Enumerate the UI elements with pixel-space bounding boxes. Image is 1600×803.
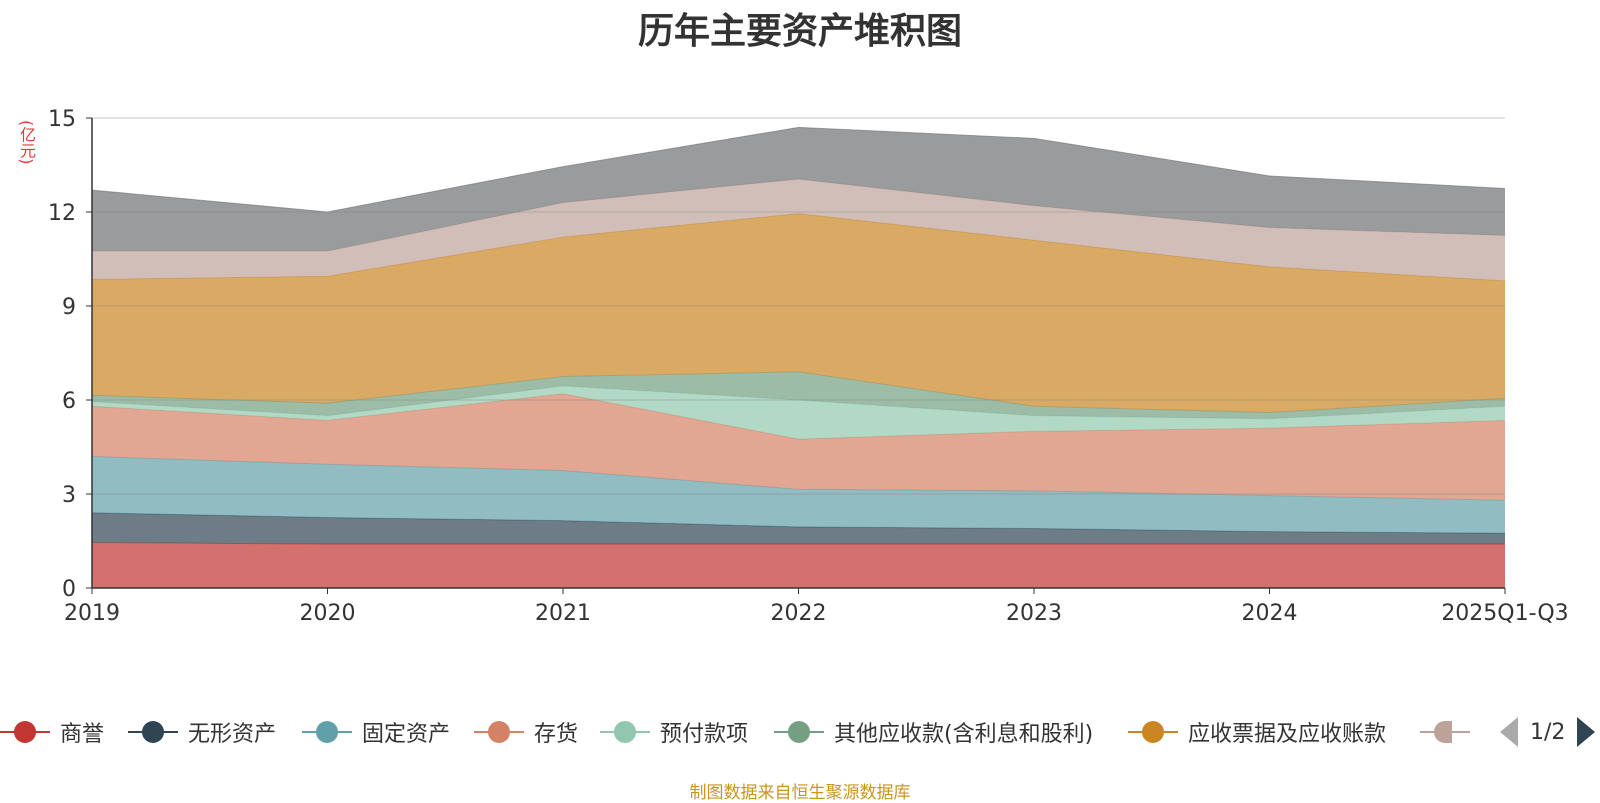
legend-marker-icon: [774, 714, 824, 750]
legend-label: 固定资产: [362, 722, 451, 747]
legend-marker-icon: [1128, 714, 1178, 750]
x-tick-label: 2020: [300, 601, 356, 626]
y-tick-label: 6: [62, 389, 76, 414]
legend-label: 其他应收款(含利息和股利): [834, 722, 1094, 747]
legend-item[interactable]: 商誉: [0, 714, 104, 750]
legend-marker-icon: [600, 714, 650, 750]
legend-item[interactable]: 应收票据及应收账款: [1128, 714, 1386, 750]
legend-marker-icon: [128, 714, 178, 750]
legend-label: 存货: [534, 722, 579, 747]
area-series-2: [92, 456, 1505, 534]
chart-title: 历年主要资产堆积图: [637, 11, 962, 52]
legend-prev-arrow-icon[interactable]: [1500, 717, 1518, 747]
legend-item[interactable]: 固定资产: [302, 714, 450, 750]
legend-label: 应收票据及应收账款: [1188, 722, 1387, 747]
legend-item[interactable]: 其他应收款(含利息和股利): [774, 714, 1093, 750]
legend-item[interactable]: [1420, 714, 1470, 750]
area-series-7: [92, 179, 1505, 281]
x-tick-label: 2024: [1242, 601, 1298, 626]
legend-marker-icon: [474, 714, 524, 750]
y-tick-label: 15: [48, 107, 76, 132]
legend-item[interactable]: 预付款项: [600, 714, 748, 750]
legend-label: 无形资产: [188, 722, 277, 747]
legend-label: 商誉: [60, 722, 105, 747]
y-tick-label: 0: [62, 577, 76, 602]
legend-item[interactable]: 存货: [474, 714, 578, 750]
x-tick-label: 2023: [1006, 601, 1062, 626]
area-series-5: [92, 371, 1505, 419]
area-series-6: [92, 213, 1505, 413]
legend-label: 预付款项: [660, 722, 749, 747]
x-tick-label: 2022: [771, 601, 827, 626]
legend-next-arrow-icon[interactable]: [1577, 717, 1596, 747]
x-tick-label: 2021: [535, 601, 591, 626]
legend-marker-icon: [0, 714, 50, 750]
x-tick-label: 2025Q1-Q3: [1441, 601, 1568, 626]
legend: 商誉 无形资产 固定资产 存货 预付款项 其他应收款(含利息和股利) 应收票据及应收账款: [0, 714, 1600, 750]
area-series-1: [92, 512, 1505, 545]
y-axis-unit: (亿元): [17, 120, 36, 165]
y-tick-label: 9: [62, 295, 76, 320]
area-series-8: [92, 127, 1505, 252]
legend-marker-icon: [1420, 714, 1470, 750]
axes: 0 3 6 9 12 15 2019 2020 2021 2022 2023 2024 2025Q1-Q…: [48, 107, 1569, 626]
legend-marker-icon: [302, 714, 352, 750]
x-tick-label: 2019: [64, 601, 120, 626]
area-layers: [91, 126, 1506, 588]
y-tick-label: 3: [62, 483, 76, 508]
area-series-0: [92, 542, 1505, 588]
legend-page-indicator: 1/2: [1530, 719, 1566, 745]
area-edge-8: [91, 126, 1506, 213]
legend-pager: 1/2: [1500, 714, 1596, 750]
y-tick-label: 12: [48, 201, 76, 226]
area-series-4: [92, 385, 1505, 440]
area-series-3: [92, 393, 1505, 501]
data-source-note: 制图数据来自恒生聚源数据库: [689, 783, 911, 803]
legend-item[interactable]: 无形资产: [128, 714, 276, 750]
grid-lines: [92, 117, 1505, 495]
